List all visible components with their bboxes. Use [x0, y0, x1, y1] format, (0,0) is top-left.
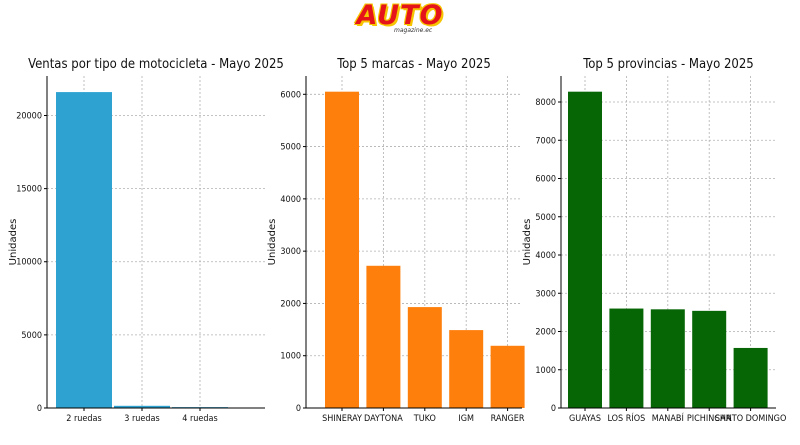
- logo-wordmark: AUTO: [356, 0, 444, 31]
- y-tick-label: 4000: [535, 251, 556, 261]
- x-tick-label: MANABÍ: [652, 412, 685, 424]
- x-tick-label: LOS RÍOS: [607, 412, 645, 424]
- x-tick-label: GUAYAS: [569, 414, 601, 424]
- y-tick-label: 1000: [535, 366, 556, 376]
- y-tick-label: 10000: [16, 258, 42, 268]
- x-tick-label: DAYTONA: [364, 414, 403, 424]
- y-tick-label: 5000: [21, 331, 42, 341]
- y-tick-label: 6000: [280, 90, 301, 100]
- bar: [733, 347, 768, 408]
- y-tick-label: 0: [551, 404, 556, 414]
- chart-panel-1: Ventas por tipo de motocicleta - Mayo 20…: [8, 57, 284, 424]
- y-tick-label: 0: [37, 404, 42, 414]
- y-tick-label: 1000: [280, 352, 301, 362]
- bar: [650, 309, 685, 408]
- bar: [449, 330, 484, 408]
- bar: [407, 307, 442, 408]
- logo-subtext: magazine.ec: [394, 27, 433, 34]
- y-tick-label: 7000: [535, 136, 556, 146]
- y-tick-label: 4000: [280, 195, 301, 205]
- y-tick-label: 8000: [535, 98, 556, 108]
- y-tick-label: 5000: [280, 143, 301, 153]
- y-tick-label: 6000: [535, 175, 556, 185]
- y-tick-label: 20000: [16, 111, 42, 121]
- y-tick-label: 15000: [16, 185, 42, 195]
- bar: [56, 92, 112, 408]
- bar: [568, 91, 602, 408]
- y-tick-label: 3000: [535, 289, 556, 299]
- x-tick-label: TUKO: [413, 414, 436, 424]
- y-tick-label: 3000: [280, 247, 301, 257]
- x-tick-label: SANTO DOMINGO: [715, 414, 786, 424]
- y-axis-label: Unidades: [267, 219, 278, 266]
- chart-panel-3: Top 5 provincias - Mayo 2025 0 1000 2000 300…: [522, 57, 786, 424]
- y-axis-label: Unidades: [522, 219, 533, 266]
- chart-title: Ventas por tipo de motocicleta - Mayo 20…: [28, 57, 284, 72]
- y-axis-label: Unidades: [8, 219, 19, 266]
- bar: [609, 308, 644, 408]
- bar: [490, 345, 525, 408]
- automagazine-logo: AUTO magazine.ec: [348, 0, 452, 36]
- y-tick-label: 2000: [280, 299, 301, 309]
- chart-panel-2: Top 5 marcas - Mayo 2025 0 1000 2000 3000 400…: [267, 57, 525, 424]
- chart-title: Top 5 provincias - Mayo 2025: [582, 57, 753, 72]
- bar: [114, 405, 170, 408]
- x-tick-label: 4 ruedas: [182, 414, 218, 424]
- x-tick-label: 2 ruedas: [66, 414, 102, 424]
- x-tick-label: IGM: [458, 414, 474, 424]
- y-tick-label: 2000: [535, 328, 556, 338]
- y-tick-label: 0: [296, 404, 301, 414]
- bar: [366, 265, 401, 408]
- chart-title: Top 5 marcas - Mayo 2025: [336, 57, 491, 72]
- x-tick-label: SHINERAY: [322, 414, 362, 424]
- bar: [325, 91, 359, 409]
- x-tick-label: 3 ruedas: [124, 414, 160, 424]
- bar: [692, 310, 727, 408]
- y-tick-label: 5000: [535, 213, 556, 223]
- x-tick-label: PICHINCHA: [687, 414, 732, 424]
- x-tick-label: RANGER: [491, 414, 525, 424]
